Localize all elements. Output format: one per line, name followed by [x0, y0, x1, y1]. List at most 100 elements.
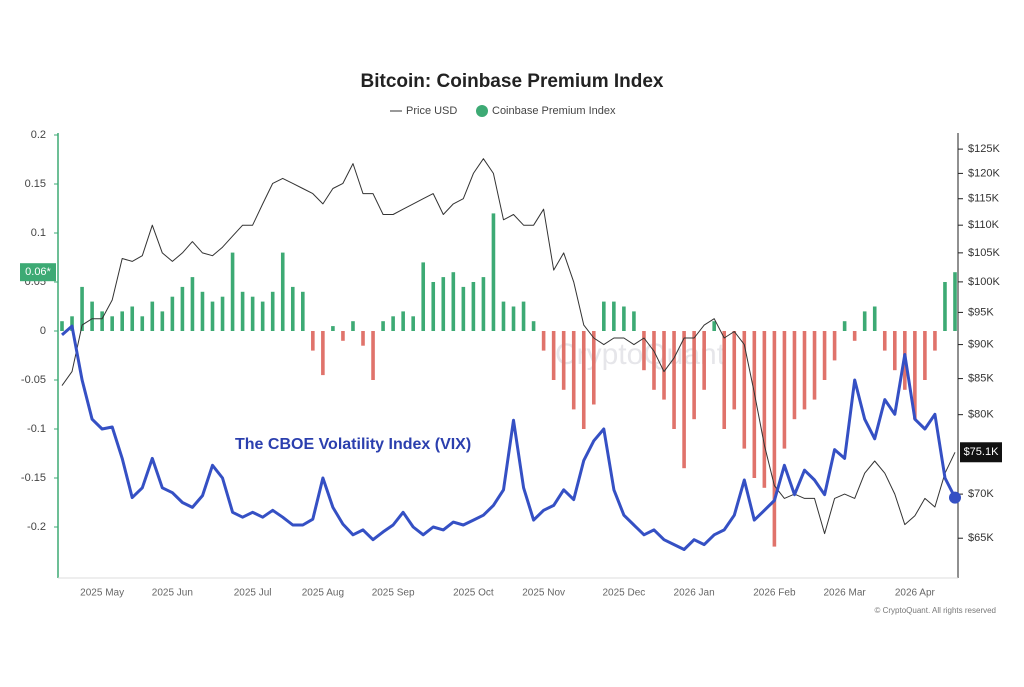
- premium-bar: [110, 316, 114, 331]
- premium-bar: [632, 311, 636, 331]
- x-tick-label: 2025 Nov: [522, 588, 565, 599]
- premium-bar: [943, 282, 947, 331]
- y-tick-label: -0.05: [21, 374, 46, 386]
- x-tick-label: 2025 Oct: [453, 588, 494, 599]
- legend-label: Price USD: [406, 105, 457, 117]
- premium-bar: [170, 296, 175, 331]
- x-tick-label: 2025 May: [80, 588, 124, 599]
- premium-bar: [140, 316, 145, 331]
- legend-label: Coinbase Premium Index: [492, 105, 616, 117]
- premium-bar: [913, 331, 917, 420]
- premium-bar: [622, 306, 626, 331]
- premium-bar: [80, 286, 84, 331]
- current-premium-label: 0.06*: [25, 266, 51, 278]
- copyright: © CryptoQuant. All rights reserved: [875, 606, 997, 615]
- x-tick-label: 2025 Aug: [302, 588, 344, 599]
- premium-bar: [561, 331, 566, 390]
- price-line: [61, 158, 956, 535]
- premium-bar: [722, 331, 727, 429]
- premium-bar: [70, 316, 74, 331]
- premium-bar: [60, 321, 64, 331]
- y-tick-label: 0.1: [31, 227, 46, 239]
- premium-bar: [210, 301, 215, 331]
- premium-bar: [832, 331, 837, 361]
- y-tick-label: 0.2: [31, 129, 46, 141]
- premium-bar: [872, 306, 877, 331]
- y2-tick-label: $110K: [968, 219, 1000, 231]
- y2-tick-label: $70K: [968, 488, 994, 500]
- current-premium-badge: [20, 263, 56, 282]
- premium-bar: [923, 331, 927, 380]
- premium-bar: [802, 331, 807, 410]
- premium-bar: [772, 331, 777, 547]
- premium-bar: [180, 286, 185, 331]
- legend: Price USD Coinbase Premium Index: [390, 105, 616, 117]
- premium-bar: [541, 331, 546, 351]
- chart-title: Bitcoin: Coinbase Premium Index: [361, 71, 664, 92]
- premium-bar: [290, 286, 295, 331]
- x-tick-label: 2025 Jun: [152, 588, 193, 599]
- x-tick-label: 2026 Mar: [824, 588, 867, 599]
- y2-tick-label: $90K: [968, 338, 994, 350]
- y-tick-label: 0: [40, 325, 46, 337]
- premium-bar: [752, 331, 757, 478]
- premium-bar: [742, 331, 747, 449]
- premium-bar: [90, 301, 94, 331]
- premium-bar: [762, 331, 767, 488]
- y2-tick-label: $125K: [968, 143, 1000, 155]
- premium-bar: [591, 331, 596, 405]
- premium-bar: [812, 331, 817, 400]
- premium-bar: [672, 331, 676, 429]
- y2-tick-label: $95K: [968, 306, 994, 318]
- vix-line: [61, 324, 957, 551]
- premium-bar: [511, 306, 516, 331]
- x-tick-label: 2026 Apr: [895, 588, 936, 599]
- premium-bar: [220, 296, 225, 331]
- vix-annotation: The CBOE Volatility Index (VIX): [235, 436, 471, 453]
- y-tick-label: -0.15: [21, 472, 46, 484]
- premium-bar: [361, 331, 365, 346]
- premium-bar: [481, 277, 486, 331]
- y2-tick-label: $105K: [968, 247, 1000, 259]
- premium-bar: [842, 321, 847, 331]
- premium-bar: [531, 321, 536, 331]
- premium-bar: [371, 331, 375, 380]
- premium-bar: [652, 331, 656, 390]
- premium-bar: [391, 316, 395, 331]
- premium-bar: [451, 272, 456, 331]
- premium-bar: [602, 301, 606, 331]
- premium-bar: [260, 301, 265, 331]
- premium-bar: [692, 331, 696, 420]
- premium-bar: [381, 321, 385, 331]
- premium-bar: [461, 286, 466, 331]
- premium-bar: [230, 252, 235, 331]
- premium-bar: [501, 301, 506, 331]
- y2-tick-label: $115K: [968, 193, 1000, 205]
- premium-bar: [301, 291, 305, 331]
- premium-bar: [250, 296, 255, 331]
- premium-bar: [351, 321, 355, 331]
- x-tick-label: 2025 Dec: [602, 588, 645, 599]
- y2-tick-label: $65K: [968, 532, 994, 544]
- premium-bar: [471, 282, 476, 331]
- premium-bar: [270, 291, 275, 331]
- y-tick-label: -0.2: [27, 521, 46, 533]
- premium-bar: [190, 277, 195, 331]
- y-tick-label: 0.15: [25, 178, 46, 190]
- premium-bar: [792, 331, 797, 420]
- premium-bar: [411, 316, 415, 331]
- premium-bar: [311, 331, 315, 351]
- premium-bar: [431, 282, 436, 331]
- watermark: CryptoQuant: [555, 338, 726, 371]
- premium-bar: [612, 301, 616, 331]
- premium-bar: [882, 331, 887, 351]
- premium-bar: [551, 331, 556, 380]
- premium-bar: [521, 301, 526, 331]
- premium-bar: [491, 213, 496, 331]
- premium-bar: [571, 331, 576, 410]
- premium-bar: [642, 331, 646, 371]
- legend-dot-swatch: [476, 105, 488, 117]
- premium-bar: [852, 331, 857, 341]
- premium-bar: [782, 331, 787, 449]
- premium-bar: [120, 311, 125, 331]
